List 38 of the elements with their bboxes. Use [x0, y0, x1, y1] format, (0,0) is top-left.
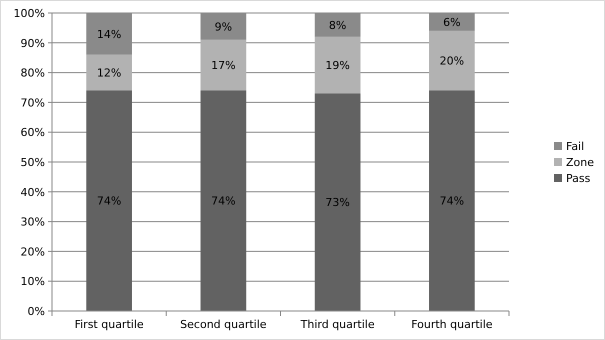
data-label: 19%: [325, 59, 350, 72]
bar: [86, 54, 132, 90]
data-label: 14%: [96, 28, 122, 41]
y-tick-label: 80%: [20, 66, 45, 80]
data-label: 74%: [211, 194, 236, 208]
bar: [200, 90, 246, 311]
data-label: 73%: [325, 196, 350, 210]
bar: [200, 40, 246, 90]
y-tick-label: 90%: [20, 36, 45, 50]
data-label: 6%: [443, 16, 461, 29]
data-label: 12%: [96, 66, 122, 80]
legend-label: Zone: [566, 156, 594, 169]
data-label: 20%: [440, 54, 464, 68]
x-tick-label: Second quartile: [180, 318, 267, 331]
x-tick-label: First quartile: [74, 318, 144, 331]
data-label: 9%: [214, 20, 232, 34]
legend-label: Fail: [566, 140, 584, 153]
bar: [429, 90, 475, 311]
y-tick-label: 10%: [20, 275, 45, 288]
data-label: 74%: [96, 194, 122, 208]
legend-label: Pass: [566, 172, 591, 185]
x-tick-label: Fourth quartile: [411, 318, 493, 331]
data-label: 8%: [328, 18, 346, 32]
bar: [429, 30, 475, 90]
data-label: 74%: [440, 194, 464, 208]
data-label: 17%: [211, 59, 236, 72]
y-tick-label: 50%: [20, 156, 45, 169]
y-tick-label: 20%: [20, 245, 45, 258]
bar: [86, 90, 132, 311]
y-tick-label: 60%: [20, 126, 45, 140]
x-tick-label: Third quartile: [300, 318, 375, 331]
y-tick-label: 70%: [20, 96, 45, 110]
y-tick-label: 30%: [20, 216, 45, 229]
bar: [314, 36, 360, 94]
y-tick-label: 40%: [20, 186, 45, 199]
y-tick-label: 100%: [14, 7, 45, 20]
bar: [314, 93, 360, 311]
y-tick-label: 0%: [28, 305, 45, 318]
